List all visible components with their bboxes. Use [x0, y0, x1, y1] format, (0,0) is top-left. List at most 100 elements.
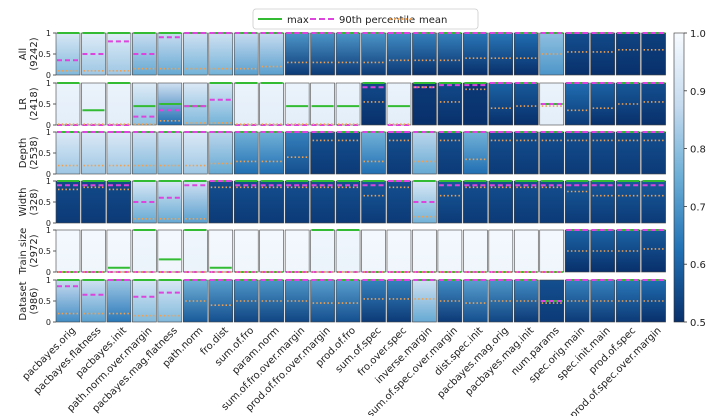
- y-tick-label: 0.5: [38, 297, 51, 306]
- heatmap-cell: [386, 82, 412, 126]
- heatmap-cell: [412, 82, 437, 126]
- heatmap-cell: [437, 82, 463, 126]
- legend-box: [252, 8, 479, 30]
- heatmap-cell: [539, 131, 565, 175]
- y-tick-label: 0: [46, 318, 51, 327]
- heatmap-cell: [208, 229, 234, 273]
- row-label: Dataset(986): [18, 281, 40, 320]
- heatmap-cell: [81, 180, 106, 224]
- heatmap-cell: [310, 180, 335, 224]
- heatmap-cell: [361, 180, 386, 224]
- heatmap-cell: [412, 32, 437, 76]
- heatmap-cell: [463, 131, 488, 175]
- heatmap-cell: [310, 279, 335, 323]
- heatmap-cell: [513, 82, 539, 126]
- heatmap-cell: [81, 229, 106, 273]
- row-label: Depth(2538): [18, 136, 40, 169]
- heatmap-cell: [335, 82, 361, 126]
- heatmap-cell: [233, 131, 259, 175]
- heatmap-cell: [284, 82, 310, 126]
- heatmap-cell: [564, 32, 590, 76]
- heatmap-cell: [641, 131, 666, 175]
- heatmap-cell: [386, 229, 412, 273]
- heatmap-cell: [590, 229, 615, 273]
- heatmap-cell: [106, 131, 132, 175]
- colorbar-tick-label: 0.9: [690, 87, 706, 98]
- heatmap-cell: [641, 180, 666, 224]
- y-tick-label: 0: [46, 71, 51, 80]
- heatmap-cell: [361, 279, 386, 323]
- heatmap-cell: [488, 180, 514, 224]
- y-tick-label: 0: [46, 121, 51, 130]
- y-tick-label: 1: [46, 128, 51, 137]
- heatmap-cell: [259, 32, 284, 76]
- heatmap-cell: [233, 229, 259, 273]
- heatmap-cell: [183, 229, 208, 273]
- heatmap-cell: [641, 82, 666, 126]
- heatmap-cell: [463, 32, 488, 76]
- legend-label: mean: [419, 15, 447, 26]
- heatmap-cell: [233, 82, 259, 126]
- colorbar-tick-label: 0.7: [690, 202, 706, 213]
- heatmap-cell: [132, 131, 157, 175]
- heatmap-cell: [463, 229, 488, 273]
- heatmap-cell: [615, 279, 641, 323]
- heatmap-cell: [335, 279, 361, 323]
- heatmap-cell: [259, 180, 284, 224]
- heatmap-cell: [335, 131, 361, 175]
- y-tick-label: 0.5: [38, 149, 51, 158]
- heatmap-cell: [183, 82, 208, 126]
- heatmap-cell: [641, 32, 666, 76]
- heatmap-cell: [208, 32, 234, 76]
- heatmap-cell: [106, 32, 132, 76]
- y-tick-label: 0.5: [38, 198, 51, 207]
- heatmap-cell: [590, 32, 615, 76]
- heatmap-cell: [488, 279, 514, 323]
- row-label: Width(328): [18, 187, 40, 216]
- legend-label: max: [287, 15, 309, 26]
- heatmap-cell: [513, 32, 539, 76]
- heatmap-cell: [488, 82, 514, 126]
- column-labels: pacbayes.origpacbayes.flatnesspacbayes.i…: [21, 325, 664, 416]
- heatmap-cell: [106, 229, 132, 273]
- heatmap-cell: [106, 279, 132, 323]
- heatmap-cell: [233, 180, 259, 224]
- heatmap-cell: [513, 279, 539, 323]
- heatmap-cell: [157, 180, 183, 224]
- heatmap-cell: [488, 32, 514, 76]
- row-label: LR(2418): [18, 87, 40, 120]
- heatmap-cell: [412, 279, 437, 323]
- heatmap-cell: [132, 229, 157, 273]
- heatmap-cell: [183, 180, 208, 224]
- heatmap-cell: [615, 180, 641, 224]
- heatmap-cell: [488, 131, 514, 175]
- heatmap-cell: [361, 131, 386, 175]
- heatmap-cell: [463, 279, 488, 323]
- heatmap-cell: [335, 229, 361, 273]
- heatmap-cell: [259, 131, 284, 175]
- heatmap-cell: [361, 32, 386, 76]
- heatmap-cell: [386, 32, 412, 76]
- heatmap-cell: [412, 229, 437, 273]
- heatmap-cell: [513, 131, 539, 175]
- heatmap-cell: [81, 82, 106, 126]
- heatmap-panels: All(9242) 0 0.5 1 LR(2418) 0 0.5 1 Depth(2538) 0 0…: [18, 29, 666, 327]
- heatmap-cell: [590, 279, 615, 323]
- heatmap-cell: [641, 229, 666, 273]
- heatmap-cell: [463, 82, 488, 126]
- heatmap-cell: [513, 180, 539, 224]
- heatmap-cell: [284, 32, 310, 76]
- heatmap-cell: [564, 82, 590, 126]
- heatmap-cell: [183, 131, 208, 175]
- heatmap-cell: [437, 32, 463, 76]
- heatmap-cell: [259, 279, 284, 323]
- heatmap-cell: [55, 32, 81, 76]
- heatmap-cell: [386, 279, 412, 323]
- y-tick-label: 1: [46, 79, 51, 88]
- heatmap-cell: [539, 180, 565, 224]
- heatmap-cell: [615, 82, 641, 126]
- heatmap-cell: [386, 131, 412, 175]
- heatmap-cell: [412, 131, 437, 175]
- heatmap-cell: [463, 180, 488, 224]
